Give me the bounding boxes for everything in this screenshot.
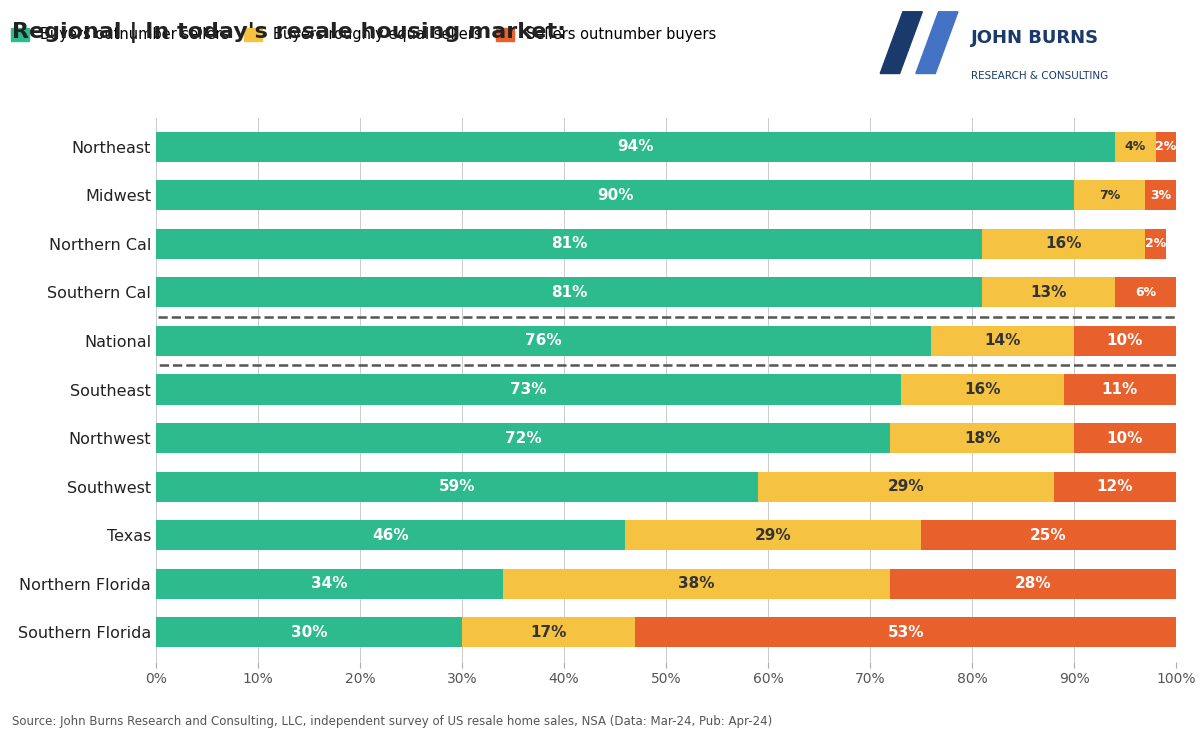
Bar: [1115, 132, 1156, 162]
Text: 29%: 29%: [887, 479, 924, 494]
Text: 2%: 2%: [1156, 140, 1176, 153]
Text: 13%: 13%: [1031, 285, 1067, 300]
Bar: [156, 423, 890, 453]
Bar: [1156, 132, 1176, 162]
Text: 72%: 72%: [505, 431, 541, 445]
Bar: [1074, 180, 1146, 210]
Text: 25%: 25%: [1030, 528, 1067, 542]
Text: 73%: 73%: [510, 382, 546, 397]
Bar: [156, 180, 1074, 210]
Text: 16%: 16%: [1045, 237, 1082, 251]
Bar: [890, 569, 1176, 599]
Bar: [156, 617, 462, 648]
Bar: [931, 326, 1074, 356]
Polygon shape: [881, 12, 923, 74]
Bar: [636, 617, 1176, 648]
Bar: [462, 617, 636, 648]
Text: 34%: 34%: [311, 576, 348, 591]
Text: RESEARCH & CONSULTING: RESEARCH & CONSULTING: [971, 71, 1108, 81]
Text: 16%: 16%: [964, 382, 1001, 397]
Bar: [156, 277, 983, 307]
Bar: [1146, 229, 1166, 259]
Text: 38%: 38%: [678, 576, 715, 591]
Bar: [156, 229, 983, 259]
Bar: [1074, 423, 1176, 453]
Text: 17%: 17%: [530, 625, 566, 640]
Text: 81%: 81%: [551, 237, 587, 251]
Bar: [156, 132, 1115, 162]
Bar: [890, 423, 1074, 453]
Text: 30%: 30%: [290, 625, 328, 640]
Bar: [900, 375, 1064, 404]
Bar: [503, 569, 890, 599]
Text: 7%: 7%: [1099, 189, 1121, 202]
Polygon shape: [916, 12, 958, 74]
Text: 3%: 3%: [1150, 189, 1171, 202]
Text: 10%: 10%: [1106, 334, 1144, 348]
Legend: Buyers outnumber sellers, Buyers roughly equal sellers, Sellers outnumber buyers: Buyers outnumber sellers, Buyers roughly…: [5, 21, 721, 49]
Bar: [156, 375, 900, 404]
Text: 18%: 18%: [964, 431, 1001, 445]
Bar: [1146, 180, 1176, 210]
Text: 6%: 6%: [1135, 286, 1156, 299]
Bar: [156, 569, 503, 599]
Text: 94%: 94%: [617, 139, 654, 154]
Text: Regional | In today's resale housing market:: Regional | In today's resale housing mar…: [12, 22, 566, 43]
Text: 28%: 28%: [1015, 576, 1051, 591]
Bar: [1064, 375, 1176, 404]
Bar: [156, 520, 625, 551]
Text: 90%: 90%: [596, 188, 634, 203]
Text: 2%: 2%: [1145, 237, 1166, 251]
Bar: [156, 472, 758, 502]
Bar: [758, 472, 1054, 502]
Text: 4%: 4%: [1124, 140, 1146, 153]
Bar: [922, 520, 1176, 551]
Bar: [1074, 326, 1176, 356]
Text: 12%: 12%: [1097, 479, 1133, 494]
Bar: [983, 277, 1115, 307]
Text: 11%: 11%: [1102, 382, 1138, 397]
Bar: [1115, 277, 1176, 307]
Text: JOHN BURNS: JOHN BURNS: [971, 29, 1099, 47]
Bar: [625, 520, 922, 551]
Text: 53%: 53%: [888, 625, 924, 640]
Bar: [983, 229, 1146, 259]
Text: 10%: 10%: [1106, 431, 1144, 445]
Text: 81%: 81%: [551, 285, 587, 300]
Text: Source: John Burns Research and Consulting, LLC, independent survey of US resale: Source: John Burns Research and Consulti…: [12, 714, 773, 728]
Bar: [1054, 472, 1176, 502]
Text: 76%: 76%: [526, 334, 562, 348]
Bar: [156, 326, 931, 356]
Text: 14%: 14%: [984, 334, 1021, 348]
Text: 46%: 46%: [372, 528, 409, 542]
Text: 59%: 59%: [439, 479, 475, 494]
Text: 29%: 29%: [755, 528, 792, 542]
